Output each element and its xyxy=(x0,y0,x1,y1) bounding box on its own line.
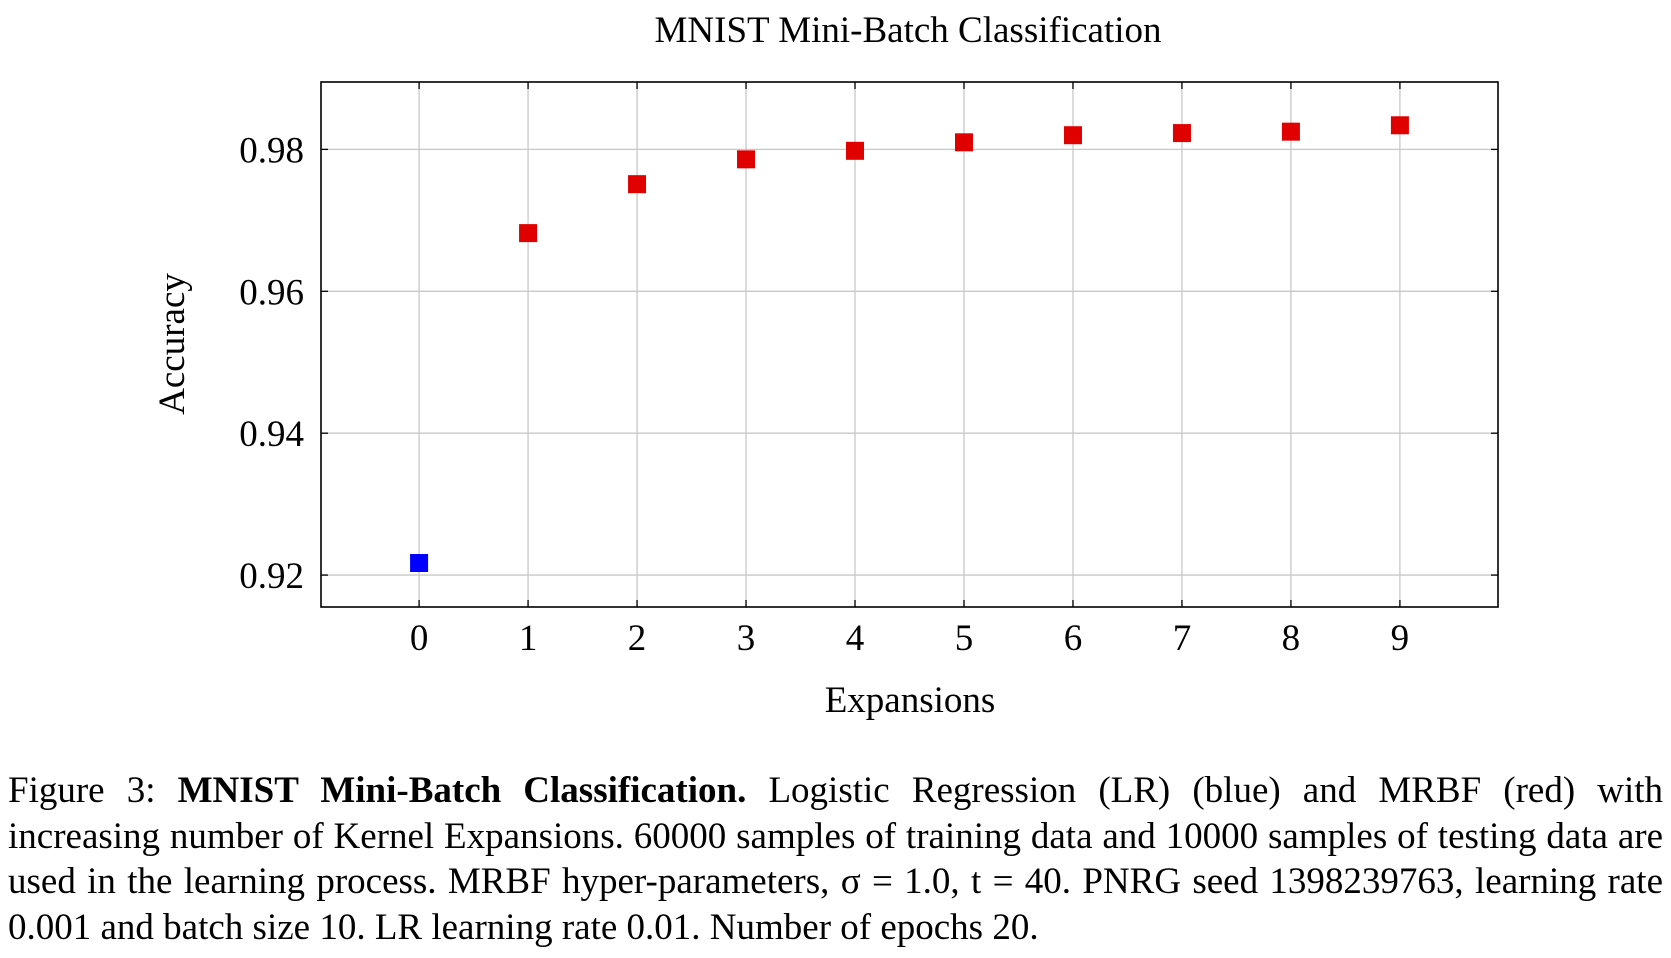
y-tick-labels: 0.92 0.94 0.96 0.98 xyxy=(239,130,304,597)
data-point xyxy=(628,175,647,194)
x-tick-label: 5 xyxy=(955,618,974,659)
x-tick-label: 8 xyxy=(1282,618,1301,659)
data-point xyxy=(1281,122,1300,141)
x-tick-label: 6 xyxy=(1064,618,1083,659)
grid-lines xyxy=(321,82,1498,607)
x-axis-label: Expansions xyxy=(825,680,996,721)
x-tick-label: 1 xyxy=(519,618,538,659)
data-point xyxy=(737,150,756,169)
caption-lead: MNIST Mini-Batch Classification. xyxy=(177,770,747,811)
data-point xyxy=(1172,124,1191,143)
data-markers xyxy=(410,116,1409,573)
x-tick-label: 9 xyxy=(1391,618,1410,659)
axis-ticks xyxy=(321,82,1498,607)
y-tick-label: 0.96 xyxy=(239,272,304,313)
x-tick-label: 7 xyxy=(1173,618,1192,659)
y-tick-label: 0.92 xyxy=(239,556,304,597)
y-axis-label: Accuracy xyxy=(152,273,193,415)
caption-label: Figure 3: xyxy=(8,770,156,811)
x-tick-label: 3 xyxy=(737,618,756,659)
data-point xyxy=(954,133,973,152)
data-point xyxy=(410,554,429,573)
y-tick-label: 0.94 xyxy=(239,414,304,455)
plot-frame xyxy=(320,81,1499,608)
data-point xyxy=(1063,126,1082,145)
chart-title: MNIST Mini-Batch Classification xyxy=(655,10,1162,51)
scatter-chart: MNIST Mini-Batch Classification 0 1 2 3 4 5 6 7… xyxy=(152,10,1499,721)
x-tick-labels: 0 1 2 3 4 5 6 7 8 9 xyxy=(410,618,1409,659)
x-tick-label: 2 xyxy=(628,618,647,659)
y-tick-label: 0.98 xyxy=(239,130,304,171)
x-tick-label: 0 xyxy=(410,618,429,659)
data-point xyxy=(846,141,865,160)
data-point xyxy=(519,224,538,243)
caption-text: Logistic Regression (LR) (blue) and MRBF… xyxy=(8,770,1664,948)
figure-caption: Figure 3: MNIST Mini-Batch Classificatio… xyxy=(8,768,1663,950)
x-tick-label: 4 xyxy=(846,618,865,659)
data-point xyxy=(1390,116,1409,135)
